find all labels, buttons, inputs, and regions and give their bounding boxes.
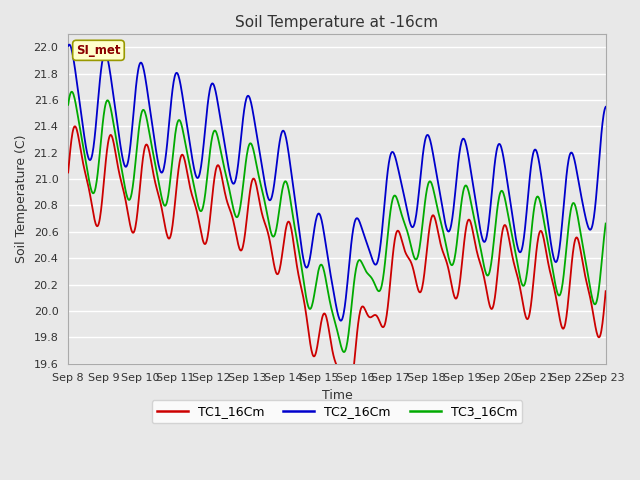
Title: Soil Temperature at -16cm: Soil Temperature at -16cm bbox=[236, 15, 438, 30]
Text: SI_met: SI_met bbox=[76, 44, 121, 57]
Y-axis label: Soil Temperature (C): Soil Temperature (C) bbox=[15, 134, 28, 263]
Legend: TC1_16Cm, TC2_16Cm, TC3_16Cm: TC1_16Cm, TC2_16Cm, TC3_16Cm bbox=[152, 400, 522, 423]
X-axis label: Time: Time bbox=[321, 389, 352, 402]
